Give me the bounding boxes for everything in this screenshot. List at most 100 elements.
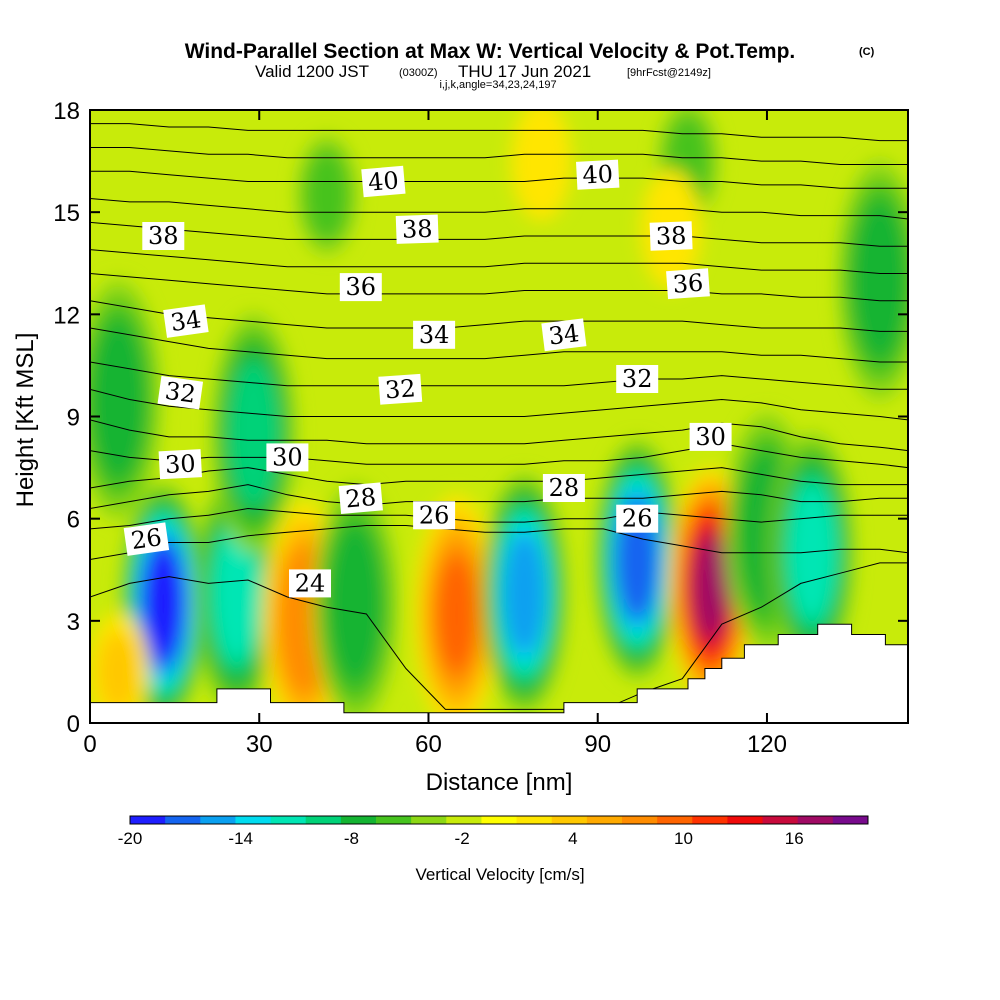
colorbar-swatch	[797, 816, 834, 824]
velocity-cell-16	[511, 110, 572, 222]
velocity-cell-6	[482, 473, 567, 714]
velocity-level	[96, 337, 140, 461]
velocity-cell-17	[90, 611, 149, 723]
y-tick-label: 12	[53, 302, 80, 329]
isentrope-label-box	[378, 373, 423, 405]
isentrope-label: 24	[289, 569, 331, 598]
isentrope-32	[90, 388, 908, 421]
colorbar-swatch	[200, 816, 236, 824]
isentrope-36	[90, 273, 908, 302]
colorbar-swatch	[340, 816, 377, 824]
velocity-level	[233, 375, 274, 492]
velocity-level	[436, 556, 477, 672]
isentrope-33	[90, 361, 908, 390]
colorbar-swatch	[516, 816, 553, 824]
isentrope-label-box	[142, 222, 185, 250]
colorbar-frame	[129, 815, 869, 825]
x-tick-label: 0	[83, 731, 96, 758]
isentrope-label-text: 40	[367, 166, 400, 197]
isentrope-label: 32	[616, 365, 659, 393]
colorbar-swatch	[481, 816, 518, 824]
isentrope-26	[90, 525, 908, 560]
isentrope-label-text: 32	[384, 374, 416, 404]
isentrope-label-box	[575, 159, 620, 190]
isentrope-label-box	[395, 214, 439, 244]
velocity-level	[506, 541, 543, 646]
isentrope-label-text: 30	[164, 449, 196, 479]
isentrope-label: 34	[163, 304, 209, 338]
isentrope-label: 38	[395, 214, 439, 244]
isentrope-label: 26	[413, 501, 456, 530]
x-tick-label: 60	[415, 731, 442, 758]
x-tick-label: 120	[747, 731, 787, 758]
colorbar-tick-label: -20	[118, 829, 143, 848]
velocity-level	[792, 497, 832, 608]
colorbar-swatch	[657, 816, 693, 824]
isentrope-label-text: 26	[129, 523, 163, 555]
isentrope-label-box	[616, 365, 659, 393]
velocity-level	[692, 536, 729, 638]
velocity-level	[217, 538, 256, 649]
colorbar-swatch	[165, 816, 201, 824]
isentrope-24	[90, 562, 908, 710]
isentrope-label: 32	[157, 375, 204, 410]
colorbar-swatch	[305, 816, 342, 824]
isentrope-label-text: 38	[401, 215, 433, 244]
isentrope-label-box	[157, 375, 204, 410]
isentrope-42	[90, 123, 908, 142]
isentrope-27	[90, 507, 908, 530]
isentrope-label-box	[123, 522, 170, 556]
isentrope-label-box	[158, 449, 203, 480]
velocity-cell-11	[837, 160, 908, 401]
isentrope-label: 28	[542, 474, 585, 502]
terrain-mask	[90, 623, 908, 723]
subtitle-zulu: (0300Z)	[399, 67, 438, 79]
y-tick-label: 15	[53, 200, 80, 227]
colorbar-swatch	[622, 816, 658, 824]
velocity-level	[511, 110, 572, 222]
velocity-level	[858, 218, 902, 342]
colorbar-label: Vertical Velocity [cm/s]	[415, 865, 584, 884]
isentrope-label-box	[689, 422, 732, 451]
isentrope-label-text: 24	[295, 569, 326, 597]
colorbar-swatch	[446, 816, 482, 824]
velocity-cell-10	[770, 432, 855, 673]
colorbar-tick-label: 4	[568, 829, 577, 848]
y-axis-label: Height [Kft MSL]	[12, 333, 39, 508]
isentrope-label-text: 34	[547, 319, 581, 351]
isentrope-label-text: 36	[672, 269, 704, 299]
isentrope-label-box	[666, 268, 710, 300]
velocity-level	[97, 631, 139, 713]
isentrope-40	[90, 170, 908, 189]
isentrope-label-box	[649, 221, 693, 251]
x-tick-label: 90	[584, 731, 611, 758]
colorbar-swatch	[727, 816, 764, 824]
isentrope-label-box	[361, 165, 406, 198]
isentrope-label-box	[339, 273, 382, 302]
subtitle-forecast: [9hrFcst@2149z]	[627, 67, 711, 79]
isentrope-37	[90, 249, 908, 274]
subtitle-params: i,j,k,angle=34,23,24,197	[439, 79, 556, 91]
velocity-cell-1	[194, 473, 279, 714]
isentrope-label: 30	[266, 443, 309, 472]
velocity-level	[309, 161, 344, 230]
isentrope-label: 34	[413, 320, 456, 349]
isentrope-label-box	[289, 569, 331, 598]
isentrope-label-box	[542, 474, 585, 502]
isentrope-label-text: 34	[169, 305, 203, 337]
isentrope-label-text: 32	[163, 377, 197, 409]
y-tick-label: 3	[67, 609, 80, 636]
isentrope-label: 28	[338, 482, 383, 514]
y-tick-label: 9	[67, 405, 80, 432]
colorbar-swatch	[832, 816, 869, 824]
velocity-cell-7	[595, 439, 680, 680]
isentrope-label-text: 28	[344, 483, 377, 514]
velocity-field	[90, 110, 908, 723]
colorbar-swatch	[235, 816, 272, 824]
colorbar-swatch	[762, 816, 799, 824]
isentrope-35	[90, 300, 908, 332]
isentrope-34	[90, 327, 908, 363]
